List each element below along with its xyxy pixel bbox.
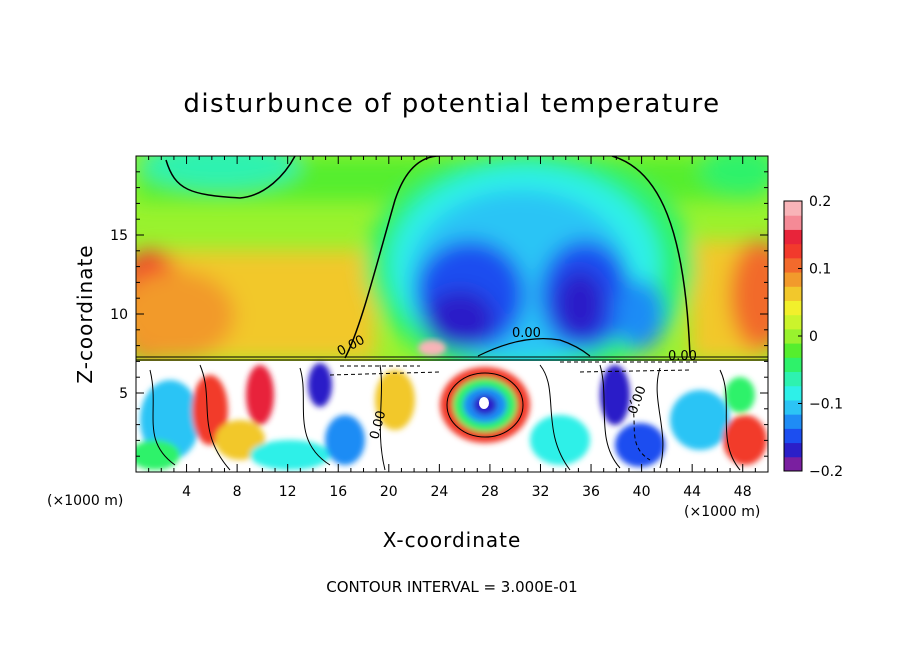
- x-tick-label: 16: [329, 484, 347, 500]
- x-tick-label: 20: [380, 484, 398, 500]
- colorbar-ticks: 0.2 0.1 0 −0.1 −0.2: [798, 194, 843, 480]
- colorbar-swatch: [784, 272, 802, 287]
- colorbar-tick-label: 0: [809, 329, 818, 345]
- x-tick-label: 36: [582, 484, 600, 500]
- contour-interval-note: CONTOUR INTERVAL = 3.000E-01: [326, 578, 577, 596]
- colorbar-swatch: [784, 399, 802, 415]
- colorbar-swatch: [784, 286, 802, 301]
- colorbar-tick-label: 0.1: [809, 262, 831, 278]
- x-tick-label: 24: [430, 484, 448, 500]
- colorbar-swatch: [784, 257, 802, 273]
- y-axis: 5 10 15: [110, 155, 768, 473]
- colorbar-swatch: [784, 300, 802, 316]
- contour-label: 0.00: [367, 409, 389, 441]
- colorbar-swatch: [784, 215, 802, 230]
- x-tick-label: 32: [532, 484, 550, 500]
- colorbar-swatch: [784, 314, 802, 330]
- colorbar-swatch: [784, 428, 802, 444]
- contour-label: 0.00: [512, 326, 541, 341]
- y-axis-label: Z-coordinate: [73, 244, 97, 383]
- colorbar-swatch: [784, 343, 802, 358]
- colorbar-swatch: [784, 371, 802, 387]
- x-tick-label: 12: [279, 484, 297, 500]
- x-tick-label: 40: [633, 484, 651, 500]
- y-tick-label: 15: [110, 228, 128, 244]
- colorbar-swatch: [784, 243, 802, 259]
- y-tick-label: 10: [110, 307, 128, 323]
- x-axis: 4 8 12 16 20 24 28 32 36 40 44 48: [135, 156, 769, 500]
- upper-field: [136, 156, 768, 380]
- chart-title: disturbunce of potential temperature: [183, 89, 720, 119]
- contour-labels: 0.00 0.00 0.00 0.00 0.00: [335, 326, 697, 441]
- x-unit-left: (×1000 m): [47, 493, 123, 509]
- x-tick-label: 48: [734, 484, 752, 500]
- colorbar-swatch: [784, 357, 802, 373]
- plot-area: [136, 156, 768, 472]
- x-tick-label: 44: [683, 484, 701, 500]
- colorbar-swatch: [784, 328, 802, 344]
- x-axis-label: X-coordinate: [383, 528, 522, 552]
- colorbar: [783, 200, 803, 472]
- colorbar-tick-label: −0.1: [809, 397, 843, 413]
- colorbar-swatch: [784, 442, 802, 458]
- x-tick-label: 8: [233, 484, 242, 500]
- x-tick-label: 28: [481, 484, 499, 500]
- colorbar-swatch: [784, 456, 802, 472]
- y-tick-label: 5: [119, 386, 128, 402]
- colorbar-swatch: [784, 201, 802, 216]
- colorbar-swatch: [784, 385, 802, 401]
- lower-field: [136, 361, 768, 472]
- colorbar-swatch: [784, 414, 802, 429]
- x-unit-right: (×1000 m): [684, 504, 760, 520]
- x-tick-label: 4: [182, 484, 191, 500]
- colorbar-tick-label: 0.2: [809, 194, 831, 210]
- contour-label: 0.00: [668, 349, 697, 364]
- colorbar-tick-label: −0.2: [809, 464, 843, 480]
- colorbar-swatch: [784, 229, 802, 245]
